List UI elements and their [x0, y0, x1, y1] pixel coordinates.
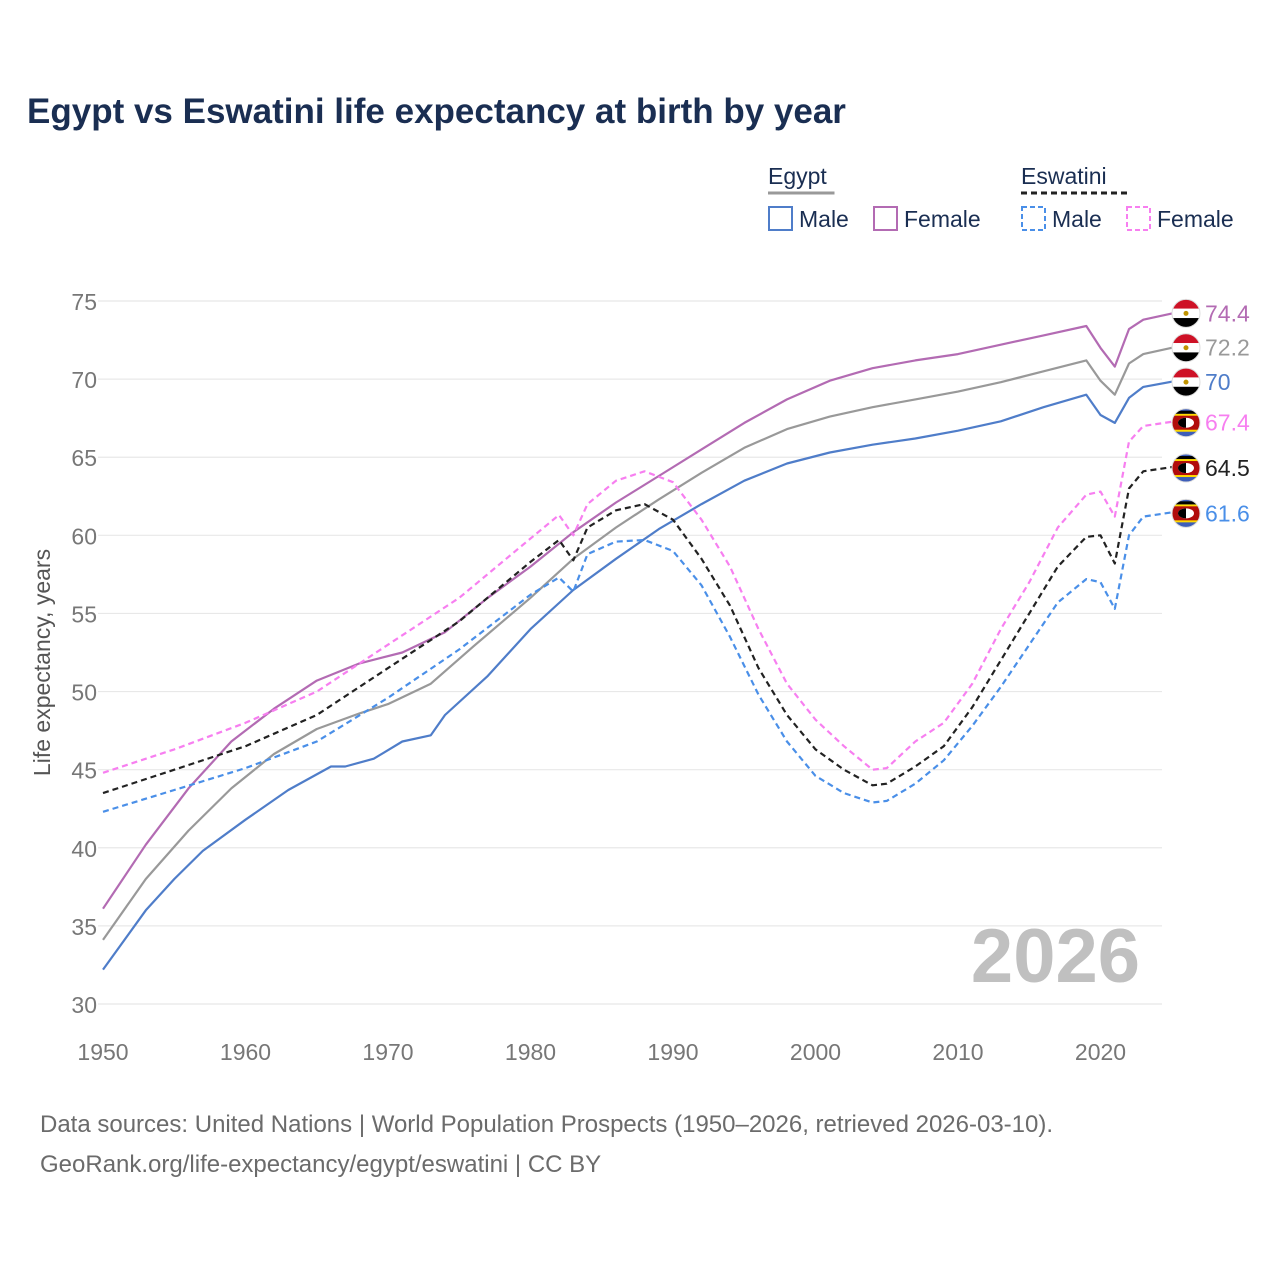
legend-swatch-male[interactable]: [1021, 206, 1046, 231]
legend-group-eswatini: Eswatini: [1021, 163, 1107, 189]
end-value-label: 74.4: [1205, 300, 1250, 326]
series-line-eswatini-total: [102, 463, 1187, 795]
y-tick-label-45: 45: [71, 758, 97, 784]
egypt-flag-icon: [1171, 333, 1201, 363]
series-line-egypt-female: [102, 309, 1187, 910]
chart-title: Egypt vs Eswatini life expectancy at bir…: [27, 92, 846, 131]
legend-swatch-female[interactable]: [873, 206, 898, 231]
y-axis-title: Life expectancy, years: [29, 549, 55, 776]
y-tick-label-40: 40: [71, 836, 97, 862]
series-line-eswatini-female: [102, 418, 1187, 774]
year-watermark: 2026: [971, 914, 1140, 999]
series-line-egypt-male: [102, 378, 1187, 971]
legend-label-male[interactable]: Male: [1052, 206, 1102, 232]
x-tick-label-2010: 2010: [932, 1039, 983, 1065]
end-value-label: 70: [1205, 369, 1231, 395]
legend-label-female[interactable]: Female: [904, 206, 981, 232]
legend-swatch-male[interactable]: [768, 206, 793, 231]
eswatini-flag-icon: [1171, 408, 1201, 438]
end-value-label: 67.4: [1205, 410, 1250, 436]
eswatini-flag-icon: [1171, 453, 1201, 483]
y-tick-label-70: 70: [71, 367, 97, 393]
y-tick-label-35: 35: [71, 914, 97, 940]
egypt-flag-icon: [1171, 367, 1201, 397]
legend-label-male[interactable]: Male: [799, 206, 849, 232]
y-tick-label-50: 50: [71, 680, 97, 706]
x-tick-label-1990: 1990: [647, 1039, 698, 1065]
y-tick-label-55: 55: [71, 601, 97, 627]
legend-group-egypt: Egypt: [768, 163, 827, 189]
x-tick-label-2020: 2020: [1075, 1039, 1126, 1065]
end-value-label: 61.6: [1205, 500, 1250, 526]
series-line-egypt-total: [102, 343, 1187, 941]
y-tick-label-75: 75: [71, 289, 97, 315]
source-link[interactable]: GeoRank.org/life-expectancy/egypt/eswati…: [40, 1151, 602, 1178]
x-tick-label-2000: 2000: [790, 1039, 841, 1065]
y-tick-label-60: 60: [71, 523, 97, 549]
series-line-eswatini-male: [102, 509, 1187, 813]
x-tick-label-1960: 1960: [220, 1039, 271, 1065]
legend-label-female[interactable]: Female: [1157, 206, 1234, 232]
source-note: Data sources: United Nations | World Pop…: [40, 1111, 1054, 1138]
x-tick-label-1980: 1980: [505, 1039, 556, 1065]
eswatini-flag-icon: [1171, 498, 1201, 528]
egypt-flag-icon: [1171, 298, 1201, 328]
y-tick-label-65: 65: [71, 445, 97, 471]
legend-swatch-female[interactable]: [1126, 206, 1151, 231]
end-value-label: 72.2: [1205, 335, 1250, 361]
x-tick-label-1970: 1970: [362, 1039, 413, 1065]
x-tick-label-1950: 1950: [77, 1039, 128, 1065]
y-tick-label-30: 30: [71, 992, 97, 1018]
end-value-label: 64.5: [1205, 455, 1250, 481]
footer: Data sources: United Nations | World Pop…: [40, 1105, 1053, 1185]
